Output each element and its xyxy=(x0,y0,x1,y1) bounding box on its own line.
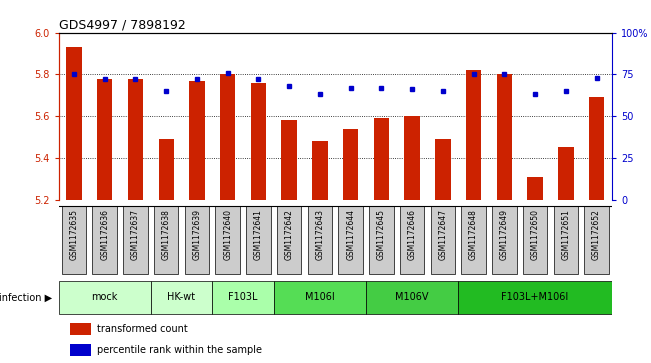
FancyBboxPatch shape xyxy=(59,281,151,314)
Text: F103L: F103L xyxy=(229,292,258,302)
Text: GSM1172647: GSM1172647 xyxy=(438,209,447,260)
Text: M106V: M106V xyxy=(395,292,429,302)
Bar xyxy=(189,81,204,200)
Text: percentile rank within the sample: percentile rank within the sample xyxy=(97,345,262,355)
Text: GSM1172636: GSM1172636 xyxy=(100,209,109,260)
Text: GSM1172642: GSM1172642 xyxy=(284,209,294,260)
Text: GSM1172638: GSM1172638 xyxy=(161,209,171,260)
Text: GSM1172650: GSM1172650 xyxy=(531,209,540,260)
Bar xyxy=(312,141,327,200)
Bar xyxy=(128,78,143,200)
Text: GSM1172635: GSM1172635 xyxy=(70,209,79,260)
Text: GSM1172645: GSM1172645 xyxy=(377,209,386,260)
FancyBboxPatch shape xyxy=(185,206,209,274)
Bar xyxy=(497,74,512,200)
Text: GSM1172646: GSM1172646 xyxy=(408,209,417,260)
FancyBboxPatch shape xyxy=(462,206,486,274)
FancyBboxPatch shape xyxy=(154,206,178,274)
Text: GSM1172640: GSM1172640 xyxy=(223,209,232,260)
FancyBboxPatch shape xyxy=(553,206,578,274)
Bar xyxy=(251,83,266,200)
FancyBboxPatch shape xyxy=(246,206,271,274)
Bar xyxy=(66,47,81,200)
Text: HK-wt: HK-wt xyxy=(167,292,195,302)
FancyBboxPatch shape xyxy=(492,206,517,274)
FancyBboxPatch shape xyxy=(212,281,274,314)
Bar xyxy=(404,116,420,200)
Bar xyxy=(70,323,91,335)
Bar xyxy=(435,139,450,200)
Bar xyxy=(220,74,236,200)
Bar xyxy=(527,177,543,200)
Bar xyxy=(158,139,174,200)
FancyBboxPatch shape xyxy=(62,206,86,274)
Bar xyxy=(558,147,574,200)
FancyBboxPatch shape xyxy=(366,281,458,314)
Text: mock: mock xyxy=(92,292,118,302)
FancyBboxPatch shape xyxy=(400,206,424,274)
Bar xyxy=(343,129,358,200)
Bar xyxy=(374,118,389,200)
Text: M106I: M106I xyxy=(305,292,335,302)
FancyBboxPatch shape xyxy=(274,281,366,314)
Text: GSM1172649: GSM1172649 xyxy=(500,209,509,260)
Text: GSM1172648: GSM1172648 xyxy=(469,209,478,260)
Text: GSM1172641: GSM1172641 xyxy=(254,209,263,260)
Bar xyxy=(281,120,297,200)
FancyBboxPatch shape xyxy=(92,206,117,274)
Bar xyxy=(97,78,113,200)
FancyBboxPatch shape xyxy=(430,206,455,274)
FancyBboxPatch shape xyxy=(277,206,301,274)
FancyBboxPatch shape xyxy=(584,206,609,274)
Text: GSM1172651: GSM1172651 xyxy=(561,209,570,260)
Text: GSM1172652: GSM1172652 xyxy=(592,209,601,260)
Text: GSM1172637: GSM1172637 xyxy=(131,209,140,260)
FancyBboxPatch shape xyxy=(123,206,148,274)
Text: transformed count: transformed count xyxy=(97,324,187,334)
Text: GDS4997 / 7898192: GDS4997 / 7898192 xyxy=(59,19,186,32)
FancyBboxPatch shape xyxy=(307,206,332,274)
Text: F103L+M106I: F103L+M106I xyxy=(501,292,569,302)
Text: infection ▶: infection ▶ xyxy=(0,293,52,303)
Bar xyxy=(466,70,481,200)
FancyBboxPatch shape xyxy=(458,281,612,314)
FancyBboxPatch shape xyxy=(369,206,394,274)
FancyBboxPatch shape xyxy=(215,206,240,274)
Bar xyxy=(70,344,91,356)
FancyBboxPatch shape xyxy=(151,281,212,314)
Text: GSM1172639: GSM1172639 xyxy=(193,209,201,260)
FancyBboxPatch shape xyxy=(339,206,363,274)
Text: GSM1172644: GSM1172644 xyxy=(346,209,355,260)
Bar xyxy=(589,97,604,200)
Text: GSM1172643: GSM1172643 xyxy=(315,209,324,260)
FancyBboxPatch shape xyxy=(523,206,547,274)
